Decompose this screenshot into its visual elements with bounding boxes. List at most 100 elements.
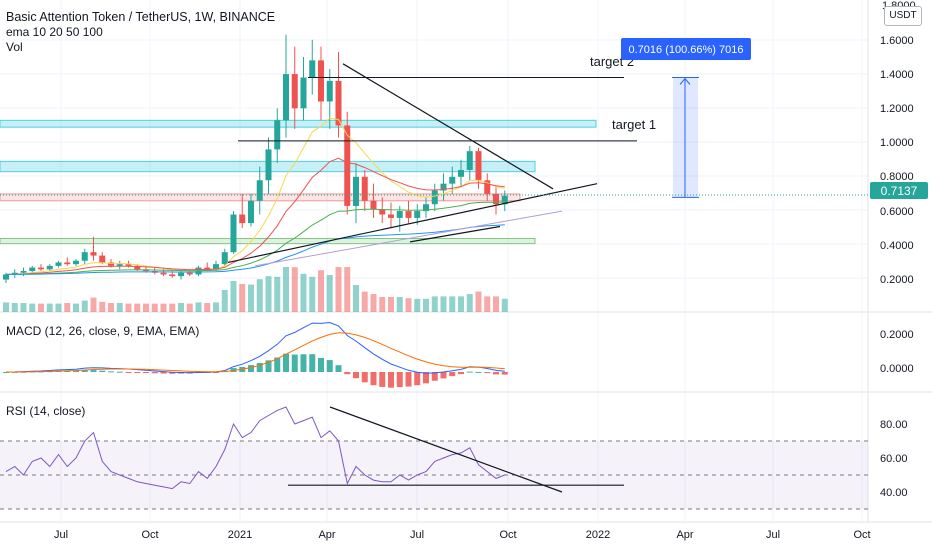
volume-bar — [248, 284, 254, 312]
candle-body — [256, 180, 263, 201]
volume-label[interactable]: Vol — [6, 40, 23, 54]
candle-body — [29, 267, 36, 272]
macd-histogram-bar — [388, 372, 394, 388]
candle-body — [125, 264, 132, 266]
ema50-line — [6, 201, 505, 275]
candle-body — [361, 176, 368, 201]
rsi-tick: 40.00 — [880, 487, 908, 499]
volume-bar — [466, 294, 473, 312]
macd-histogram-bar — [493, 372, 499, 375]
volume-bar — [230, 281, 237, 312]
candle-body — [46, 265, 53, 270]
candle-body — [326, 80, 333, 102]
macd-histogram-bar — [151, 372, 158, 374]
volume-bar — [344, 267, 351, 312]
volume-bar — [475, 291, 482, 312]
volume-bar — [379, 297, 386, 312]
candle-body — [221, 252, 228, 265]
candle-body — [81, 252, 88, 261]
chart-legend: Basic Attention Token / TetherUS, 1W, BI… — [6, 10, 275, 55]
volume-bar — [370, 294, 377, 312]
macd-histogram-bar — [379, 372, 386, 387]
rsi-line — [5, 406, 505, 490]
volume-bar — [178, 303, 184, 312]
trend-drawings — [0, 63, 868, 267]
volume-bar — [361, 291, 368, 312]
volume-bar — [46, 303, 53, 312]
candle-body — [274, 120, 281, 150]
volume-bar — [414, 298, 421, 312]
currency-button[interactable]: USDT — [884, 6, 922, 26]
support-trendline — [409, 225, 501, 243]
candle-body — [283, 74, 289, 121]
macd-histogram-bar — [300, 354, 307, 372]
candle-body — [73, 260, 79, 265]
volume-bar — [291, 267, 298, 312]
macd-histogram-bar — [458, 372, 464, 375]
macd-histogram-bar — [125, 372, 132, 373]
macd-pane — [3, 321, 508, 388]
volume-bar — [169, 303, 176, 312]
volume-bar — [309, 276, 316, 312]
macd-histogram-bar — [265, 360, 272, 372]
volume-bar — [265, 276, 272, 312]
candle-body — [318, 60, 324, 102]
support-zones — [0, 119, 597, 245]
volume-bar — [3, 302, 9, 312]
volume-bar — [134, 303, 141, 312]
macd-histogram-bar — [309, 354, 316, 372]
volume-bar — [29, 303, 36, 312]
volume-bar — [143, 303, 149, 312]
volume-bar — [405, 298, 412, 312]
macd-histogram-bar — [108, 371, 114, 373]
candle-body — [431, 190, 438, 205]
target-1-label: target 1 — [612, 117, 656, 132]
candle-body — [248, 200, 254, 224]
price-tick: 1.2000 — [880, 103, 914, 115]
volume-bar — [283, 267, 289, 312]
price-tick: 1.6000 — [880, 35, 914, 47]
candle-body — [388, 214, 394, 218]
volume-bar — [20, 303, 27, 312]
time-tick: Oct — [499, 529, 516, 541]
candle-body — [99, 255, 106, 263]
macd-histogram-bar — [475, 371, 482, 373]
volume-bar — [300, 273, 307, 312]
macd-histogram-bar — [484, 372, 491, 374]
volume-bar — [326, 275, 333, 312]
candle-body — [353, 176, 359, 206]
volume-bar — [125, 303, 132, 312]
volume-bar — [256, 279, 263, 312]
ascending-trendline — [227, 183, 598, 264]
macd-histogram-bar — [143, 372, 149, 373]
volume-bar — [99, 301, 106, 312]
macd-tick: 0.2000 — [880, 329, 914, 341]
price-tick: 1.4000 — [880, 69, 914, 81]
volume-bar — [38, 303, 44, 312]
macd-histogram-bar — [116, 371, 123, 373]
candle-body — [186, 272, 193, 275]
macd-histogram-bar — [291, 354, 298, 372]
candle-body — [160, 272, 167, 275]
rsi-label: RSI (14, close) — [6, 404, 85, 418]
candle-body — [204, 267, 211, 270]
macd-line — [5, 321, 505, 374]
candle-body — [169, 274, 176, 277]
macd-histogram-bar — [256, 363, 263, 372]
candle-body — [475, 151, 482, 181]
volume-bar — [449, 296, 456, 312]
candle-body — [300, 77, 307, 109]
time-tick: 2021 — [228, 529, 252, 541]
macd-histogram-bar — [274, 357, 281, 372]
time-tick: Apr — [318, 529, 335, 541]
volume-bar — [64, 303, 71, 312]
macd-histogram-bar — [64, 370, 71, 372]
macd-histogram-bar — [440, 372, 447, 379]
ema-lines — [5, 117, 505, 275]
candle-body — [90, 252, 97, 256]
ema-indicator-label[interactable]: ema 10 20 50 100 — [6, 25, 103, 39]
volume-bar — [160, 303, 167, 312]
macd-histogram-bar — [361, 372, 368, 383]
candle-body — [414, 211, 421, 218]
